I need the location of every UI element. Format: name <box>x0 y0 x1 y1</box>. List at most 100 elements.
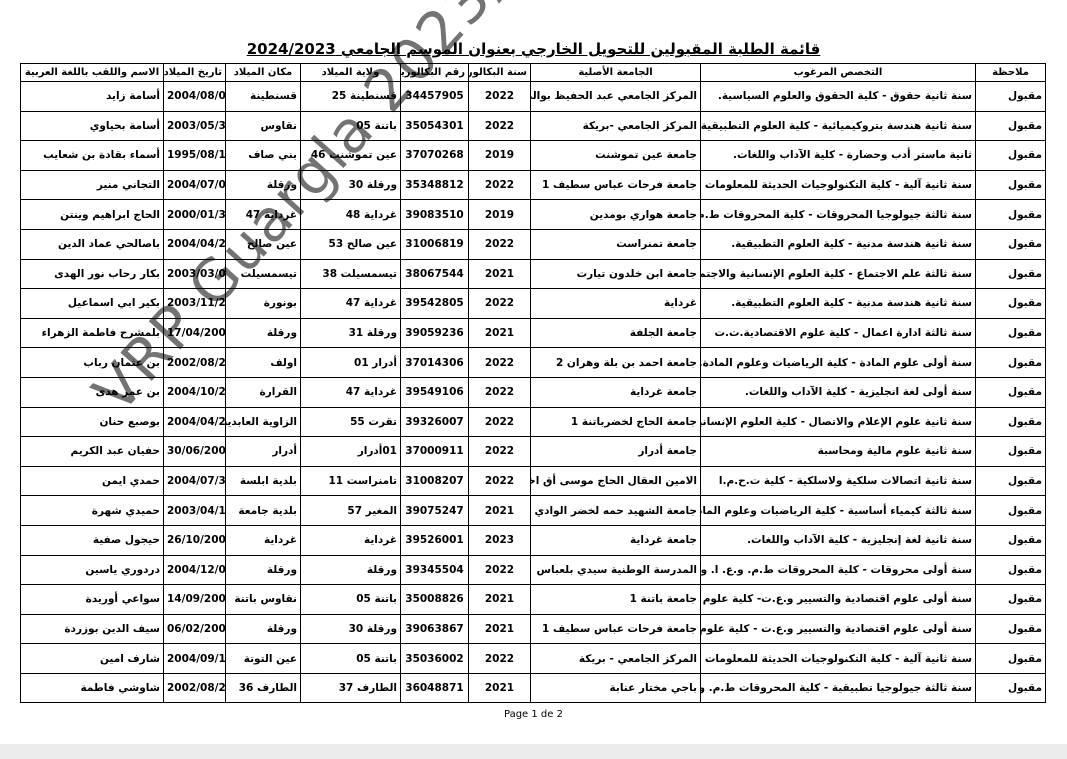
table-cell: سنة أولى محروقات - كلية المحروقات ط.م. و… <box>700 554 976 586</box>
table-cell: بني صاف <box>225 140 301 171</box>
table-cell: 34457905 <box>400 81 469 112</box>
table-cell: دردوري ياسين <box>20 554 164 586</box>
table-row: بكار رحاب نور الهدى2003/03/07تيسمسيلتتيس… <box>20 258 1046 290</box>
table-cell: 39526001 <box>400 524 469 556</box>
table-cell: مقبول <box>975 406 1046 438</box>
table-cell: جامعة الشهيد حمه لخضر الوادي <box>530 495 701 526</box>
table-cell: بلدية ابلسة <box>225 465 301 497</box>
table-cell: عين تموشنت 46 <box>300 140 401 171</box>
table-cell: غرداية 47 <box>225 199 301 230</box>
table-cell: مقبول <box>975 643 1046 674</box>
table-cell: 2003/05/30 <box>163 110 226 142</box>
table-cell: المغير 57 <box>300 495 401 526</box>
table-cell: قسنطينة 25 <box>300 81 401 112</box>
table-cell: ثانية ماستر أدب وحضارة - كلية الآداب وال… <box>700 140 976 171</box>
table-cell: بكير ابي اسماعيل <box>20 288 164 319</box>
table-cell: سنة ثالثة كيمياء أساسية - كلية الرياضيات… <box>700 495 976 526</box>
table-cell: 2022 <box>468 643 531 674</box>
table-cell: أدرار <box>225 436 301 467</box>
table-cell: أسامة بحياوي <box>20 110 164 142</box>
table-cell: مقبول <box>975 554 1046 586</box>
table-cell: 1995/08/18 <box>163 140 226 171</box>
column-header: رقم البكالوريا <box>400 63 469 82</box>
table-cell: 2022 <box>468 465 531 497</box>
table-cell: جامعة فرحات عباس سطيف 1 <box>530 613 701 645</box>
column-header: الاسم واللقب باللغة العربية <box>20 63 164 82</box>
table-row: دردوري ياسين2004/12/01ورقلةورقلة39345504… <box>20 554 1046 586</box>
table-cell: ورقلة <box>225 554 301 586</box>
table-cell: 2004/07/02 <box>163 169 226 201</box>
table-cell: غرداية 48 <box>300 199 401 230</box>
table-cell: 39549106 <box>400 376 469 408</box>
table-cell: 2023 <box>468 524 531 556</box>
table-cell: غرداية 47 <box>300 288 401 319</box>
table-cell: 31008207 <box>400 465 469 497</box>
table-cell: مقبول <box>975 199 1046 230</box>
table-cell: مقبول <box>975 347 1046 378</box>
table-cell: 2002/08/25 <box>163 672 226 704</box>
table-cell: 2021 <box>468 613 531 645</box>
table-cell: مقبول <box>975 613 1046 645</box>
table-cell: 2003/04/10 <box>163 495 226 526</box>
table-cell: جامعة فرحات عباس سطيف 1 <box>530 169 701 201</box>
table-cell: المركز الجامعي عبد الحفيظ بوالصوف <box>530 81 701 112</box>
table-cell: جامعة باتنة 1 <box>530 584 701 615</box>
table-cell: سنة ثانية هندسة مدنية - كلية العلوم التط… <box>700 228 976 260</box>
table-cell: بوصبع حنان <box>20 406 164 438</box>
table-cell: جامعة أدرار <box>530 436 701 467</box>
table-cell: 2019 <box>468 199 531 230</box>
table-cell: مقبول <box>975 465 1046 497</box>
table-cell: 2004/10/25 <box>163 376 226 408</box>
column-header: تاريخ الميلاد <box>163 63 226 82</box>
table-cell: الطارف 37 <box>300 672 401 704</box>
table-cell: 06/02/2001 <box>163 613 226 645</box>
table-cell: ورقلة 30 <box>300 169 401 201</box>
table-cell: جامعة غرداية <box>530 524 701 556</box>
table-cell: سنة أولى لغة انجليزية - كلية الآداب والل… <box>700 376 976 408</box>
table-cell: سيف الدين بوزردة <box>20 613 164 645</box>
table-cell: جامعة عين تموشنت <box>530 140 701 171</box>
table-cell: 2022 <box>468 81 531 112</box>
table-cell: مقبول <box>975 317 1046 349</box>
table-cell: 30/06/2003 <box>163 436 226 467</box>
table-cell: نقاوس <box>225 110 301 142</box>
table-cell: 2022 <box>468 436 531 467</box>
table-cell: مقبول <box>975 169 1046 201</box>
table-cell: الامين العقال الحاج موسى أق اخاموك <box>530 465 701 497</box>
table-cell: عين صالح <box>225 228 301 260</box>
table-cell: حميدي شهرة <box>20 495 164 526</box>
table-cell: 01أدرار <box>300 436 401 467</box>
table-cell: 2022 <box>468 376 531 408</box>
table-row: حيجول صفية26/10/2005غردايةغرداية39526001… <box>20 524 1046 556</box>
table-cell: سنة ثانية حقوق - كلية الحقوق والعلوم الس… <box>700 81 976 112</box>
table-cell: غرداية <box>530 288 701 319</box>
table-cell: 14/09/2001 <box>163 584 226 615</box>
students-table: الاسم واللقب باللغة العربية تاريخ الميلاد… <box>20 63 1046 704</box>
table-cell: سنة ثانية آلية - كلية التكنولوجيات الحدي… <box>700 169 976 201</box>
table-cell: الطارف 36 <box>225 672 301 704</box>
table-cell: 2022 <box>468 228 531 260</box>
table-cell: سنة أولى علوم اقتصادية والتسيير و.ع.ت - … <box>700 613 976 645</box>
table-cell: سنة ثالثة جيولوجيا المحروقات - كلية المح… <box>700 199 976 230</box>
table-cell: مقبول <box>975 228 1046 260</box>
table-cell: 2022 <box>468 288 531 319</box>
table-cell: حيجول صفية <box>20 524 164 556</box>
table-cell: بلدية جامعة <box>225 495 301 526</box>
table-cell: 2004/04/25 <box>163 228 226 260</box>
table-cell: جامعة ابن خلدون تيارت <box>530 258 701 290</box>
table-cell: 39075247 <box>400 495 469 526</box>
table-cell: سنة ثانية لغة إنجليزية - كلية الآداب وال… <box>700 524 976 556</box>
table-cell: المركز الجامعي - بريكة <box>530 643 701 674</box>
table-cell: تامنراست 11 <box>300 465 401 497</box>
